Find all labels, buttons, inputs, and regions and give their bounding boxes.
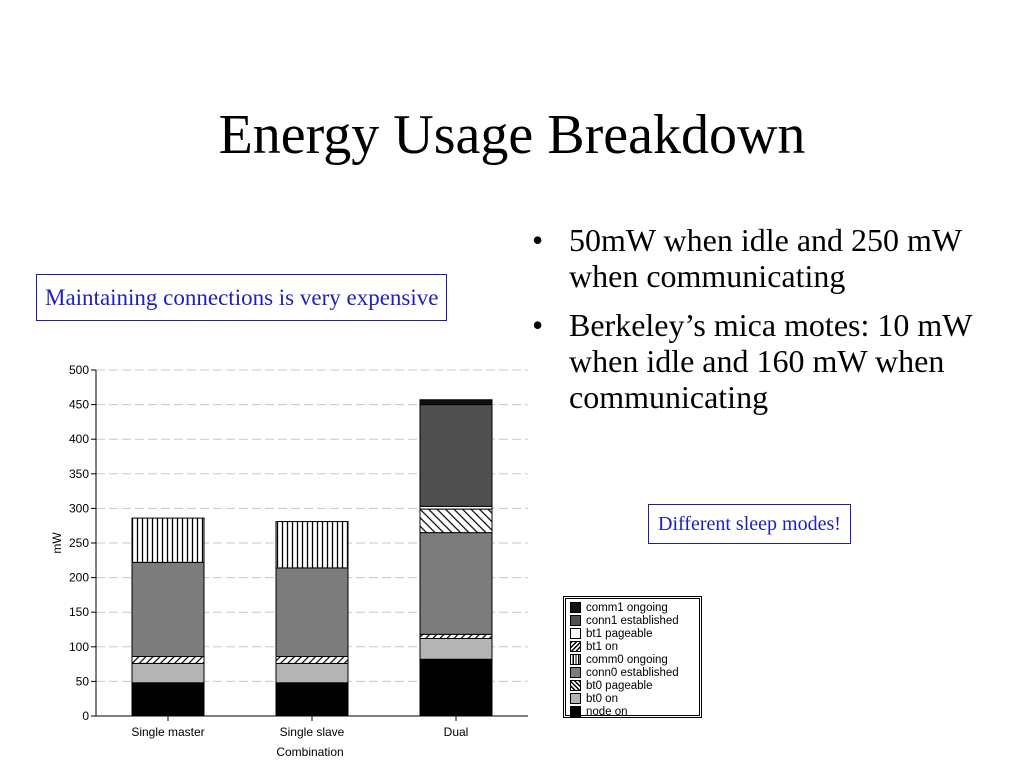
legend-item: comm0 ongoing	[570, 653, 695, 666]
legend-item: node on	[570, 705, 695, 718]
bar-segment-bt0-pageable	[131, 655, 205, 664]
y-tick-label: 500	[69, 363, 89, 377]
legend-label: conn0 established	[586, 666, 679, 679]
legend-swatch	[570, 628, 581, 639]
bar-segment-comm0-ongoing	[131, 517, 205, 563]
bar-segment-bt1-on	[419, 508, 493, 534]
legend-item: bt0 on	[570, 692, 695, 705]
bar-segment-node-on	[419, 658, 493, 717]
y-tick-label: 100	[69, 640, 89, 654]
bullet-item-mica-motes: • Berkeley’s mica motes: 10 mW when idle…	[532, 307, 1012, 415]
y-axis-title: mW	[50, 532, 64, 554]
y-tick-label: 350	[69, 467, 89, 481]
bullet-item-idle-power: • 50mW when idle and 250 mW when communi…	[532, 222, 1012, 294]
legend-item: conn1 established	[570, 614, 695, 627]
bullet-marker: •	[532, 222, 544, 258]
bullet-text: 50mW when idle and 250 mW when communica…	[569, 222, 962, 294]
legend-swatch	[570, 641, 581, 652]
y-tick-label: 50	[76, 674, 90, 688]
legend-swatch	[570, 693, 581, 704]
legend-label: comm0 ongoing	[586, 653, 668, 666]
legend-label: bt0 on	[586, 692, 618, 705]
legend-swatch	[570, 706, 581, 717]
legend-item: bt1 on	[570, 640, 695, 653]
bar-segment-bt0-pageable	[419, 633, 493, 639]
x-tick-label: Dual	[444, 725, 469, 739]
legend-swatch	[570, 654, 581, 665]
legend-item: bt0 pageable	[570, 679, 695, 692]
legend-swatch	[570, 667, 581, 678]
x-tick-label: Single master	[131, 725, 204, 739]
bar-segment-comm1-ongoing	[419, 399, 493, 406]
bar-segment-node-on	[275, 682, 349, 717]
y-tick-label: 400	[69, 432, 89, 446]
x-tick-label: Single slave	[280, 725, 345, 739]
y-tick-label: 300	[69, 501, 89, 515]
legend-item: conn0 established	[570, 666, 695, 679]
bar-segment-bt0-pageable	[275, 655, 349, 664]
bullet-list: • 50mW when idle and 250 mW when communi…	[532, 222, 1012, 428]
legend-label: comm1 ongoing	[586, 601, 668, 614]
bar-segment-conn1-established	[419, 404, 493, 507]
legend-label: bt0 pageable	[586, 679, 653, 692]
legend-swatch	[570, 602, 581, 613]
y-tick-label: 450	[69, 398, 89, 412]
bar-segment-comm0-ongoing	[275, 521, 349, 569]
bar-segment-bt0-on	[275, 662, 349, 684]
bar-segment-bt0-on	[131, 662, 205, 684]
legend-label: node on	[586, 705, 628, 718]
connections-callout: Maintaining connections is very expensiv…	[36, 274, 448, 321]
legend-label: bt1 on	[586, 640, 618, 653]
bullet-marker: •	[532, 307, 544, 343]
legend-swatch	[570, 615, 581, 626]
y-tick-label: 200	[69, 571, 89, 585]
x-axis-title: Combination	[276, 745, 343, 759]
legend-label: bt1 pageable	[586, 627, 653, 640]
sleep-modes-callout: Different sleep modes!	[648, 504, 851, 544]
y-tick-label: 250	[69, 536, 89, 550]
legend-label: conn1 established	[586, 614, 679, 627]
legend-item: comm1 ongoing	[570, 601, 695, 614]
chart-legend: comm1 ongoing conn1 established bt1 pageab…	[563, 596, 702, 718]
bullet-text: Berkeley’s mica motes: 10 mW when idle a…	[569, 307, 972, 415]
bar-segment-conn0-established	[275, 567, 349, 657]
bar-segment-conn0-established	[131, 561, 205, 657]
y-tick-label: 0	[82, 709, 89, 723]
bar-segment-bt0-on	[419, 637, 493, 660]
legend-item: bt1 pageable	[570, 627, 695, 640]
y-tick-label: 150	[69, 605, 89, 619]
legend-swatch	[570, 680, 581, 691]
slide-title: Energy Usage Breakdown	[218, 104, 806, 166]
bar-segment-conn0-established	[419, 532, 493, 635]
bar-segment-node-on	[131, 682, 205, 717]
